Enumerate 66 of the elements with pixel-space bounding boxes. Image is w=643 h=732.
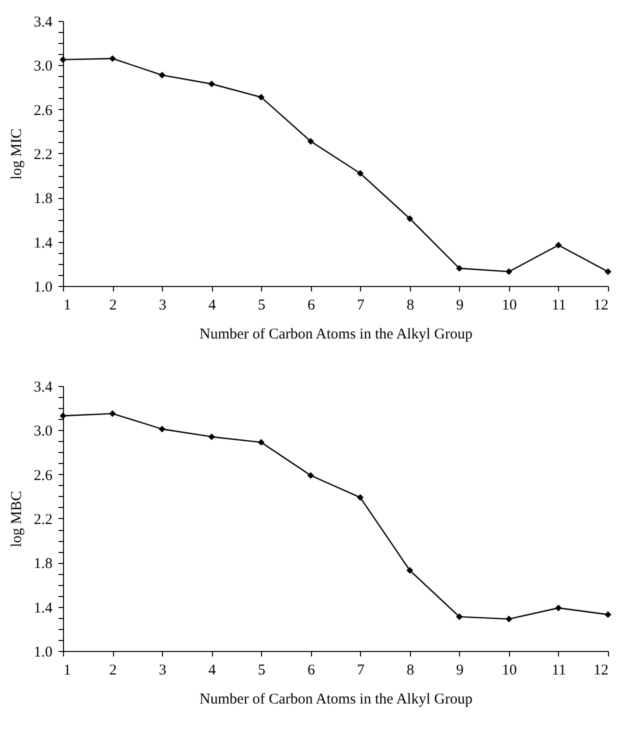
y-tick-label: 3.4: [34, 380, 53, 396]
x-tick-label: 7: [357, 662, 366, 678]
point: [356, 170, 364, 177]
x-tick-label: 9: [456, 662, 464, 678]
point: [109, 410, 116, 417]
point: [158, 426, 166, 432]
point: [604, 611, 612, 618]
point: [456, 613, 463, 620]
x-tick-label: 2: [109, 662, 117, 678]
x-tick-label: 11: [552, 298, 566, 314]
x-tick-label: 5: [258, 298, 266, 314]
x-tick-label: 3: [158, 298, 166, 314]
point: [208, 433, 215, 440]
x-tick-label: 11: [552, 662, 566, 678]
x-tick-label: 12: [594, 298, 608, 314]
y-tick-label: 1.4: [34, 600, 53, 616]
y-tick-label: 1.0: [34, 644, 52, 660]
point: [158, 72, 166, 78]
x-tick-label: 8: [406, 298, 414, 314]
point: [60, 56, 66, 63]
y-tick-label: 2.6: [34, 468, 53, 484]
point: [356, 494, 364, 501]
y-axis-title: log MIC: [8, 128, 25, 180]
x-tick-label: 10: [502, 298, 517, 314]
y-tick-label: 1.0: [34, 280, 52, 296]
point: [456, 264, 463, 272]
x-tick-label: 1: [64, 662, 71, 678]
x-axis-title: Number of Carbon Atoms in the Alkyl Group: [200, 692, 472, 708]
point: [506, 616, 512, 622]
y-tick-label: 2.2: [34, 512, 52, 528]
point: [258, 94, 265, 101]
point: [109, 55, 116, 62]
y-tick-label: 3.4: [34, 14, 53, 30]
point: [406, 567, 414, 574]
point: [506, 268, 512, 275]
x-tick-label: 10: [502, 662, 517, 678]
y-tick-label: 3.0: [34, 58, 52, 75]
x-tick-label: 4: [208, 662, 216, 678]
y-tick-label: 1.4: [34, 235, 53, 252]
y-tick-label: 1.8: [34, 191, 52, 208]
y-axis-title: log MBC: [8, 490, 25, 548]
x-tick-label: 7: [357, 298, 366, 314]
point: [307, 472, 314, 479]
x-tick-label: 8: [406, 662, 414, 678]
x-tick-label: 1: [64, 298, 71, 314]
x-tick-label: 4: [208, 298, 216, 314]
x-tick-label: 12: [594, 662, 608, 678]
point: [307, 138, 314, 145]
x-tick-label: 9: [456, 298, 464, 314]
x-tick-label: 6: [307, 662, 316, 678]
x-axis-title: Number of Carbon Atoms in the Alkyl Group: [200, 326, 472, 342]
y-tick-label: 3.0: [34, 424, 52, 440]
point: [208, 80, 215, 88]
point: [406, 215, 414, 222]
x-tick-label: 3: [158, 662, 166, 678]
point: [555, 604, 562, 612]
y-tick-label: 2.6: [34, 102, 53, 119]
x-tick-label: 5: [258, 662, 266, 678]
x-tick-label: 2: [109, 298, 117, 314]
point: [60, 412, 66, 420]
point: [604, 268, 612, 275]
y-tick-label: 1.8: [34, 556, 52, 572]
point: [258, 438, 265, 446]
point: [555, 242, 562, 248]
x-tick-label: 6: [307, 298, 316, 314]
y-tick-label: 2.2: [34, 147, 52, 163]
